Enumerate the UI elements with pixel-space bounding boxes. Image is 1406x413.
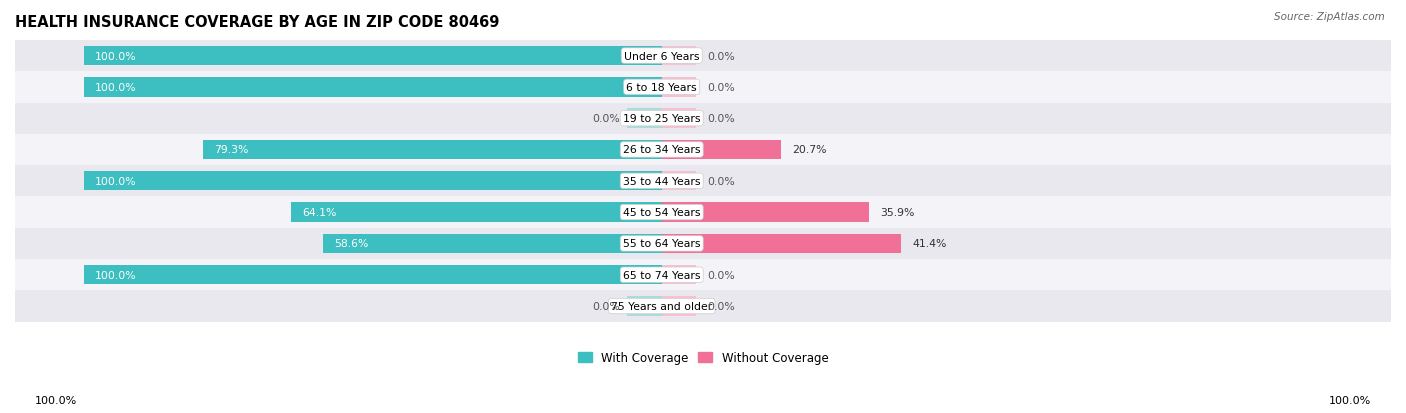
Text: 75 Years and older: 75 Years and older [612,301,713,311]
Text: HEALTH INSURANCE COVERAGE BY AGE IN ZIP CODE 80469: HEALTH INSURANCE COVERAGE BY AGE IN ZIP … [15,15,499,30]
Text: 79.3%: 79.3% [215,145,249,155]
Text: 100.0%: 100.0% [35,395,77,405]
Bar [662,266,696,285]
Text: 100.0%: 100.0% [94,52,136,62]
Text: 64.1%: 64.1% [302,208,336,218]
Bar [662,297,696,316]
Bar [84,266,662,285]
Text: 0.0%: 0.0% [707,176,735,186]
Bar [15,259,1391,291]
Bar [15,291,1391,322]
Bar [15,228,1391,259]
Text: 20.7%: 20.7% [793,145,827,155]
Bar [84,47,662,66]
Bar [84,78,662,97]
Text: 0.0%: 0.0% [707,52,735,62]
Bar [662,47,696,66]
Text: 26 to 34 Years: 26 to 34 Years [623,145,700,155]
Text: 0.0%: 0.0% [707,301,735,311]
Bar [15,103,1391,135]
Bar [662,203,869,222]
Bar [15,197,1391,228]
Bar [662,109,696,128]
Bar [15,72,1391,103]
Bar [291,203,662,222]
Bar [84,172,662,191]
Text: Source: ZipAtlas.com: Source: ZipAtlas.com [1274,12,1385,22]
Legend: With Coverage, Without Coverage: With Coverage, Without Coverage [575,349,831,367]
Text: Under 6 Years: Under 6 Years [624,52,699,62]
Bar [627,297,662,316]
Text: 0.0%: 0.0% [592,301,620,311]
Bar [15,166,1391,197]
Bar [662,140,782,160]
Text: 0.0%: 0.0% [592,114,620,124]
Text: 58.6%: 58.6% [335,239,368,249]
Text: 35 to 44 Years: 35 to 44 Years [623,176,700,186]
Text: 100.0%: 100.0% [94,176,136,186]
Bar [15,135,1391,166]
Text: 0.0%: 0.0% [707,270,735,280]
Bar [15,41,1391,72]
Bar [662,172,696,191]
Text: 19 to 25 Years: 19 to 25 Years [623,114,700,124]
Bar [204,140,662,160]
Text: 41.4%: 41.4% [912,239,946,249]
Text: 45 to 54 Years: 45 to 54 Years [623,208,700,218]
Text: 0.0%: 0.0% [707,114,735,124]
Text: 55 to 64 Years: 55 to 64 Years [623,239,700,249]
Text: 100.0%: 100.0% [94,83,136,93]
Text: 100.0%: 100.0% [1329,395,1371,405]
Text: 0.0%: 0.0% [707,83,735,93]
Text: 65 to 74 Years: 65 to 74 Years [623,270,700,280]
Text: 100.0%: 100.0% [94,270,136,280]
Bar [323,234,662,254]
Text: 6 to 18 Years: 6 to 18 Years [627,83,697,93]
Bar [662,78,696,97]
Bar [627,109,662,128]
Text: 35.9%: 35.9% [880,208,914,218]
Bar [662,234,901,254]
